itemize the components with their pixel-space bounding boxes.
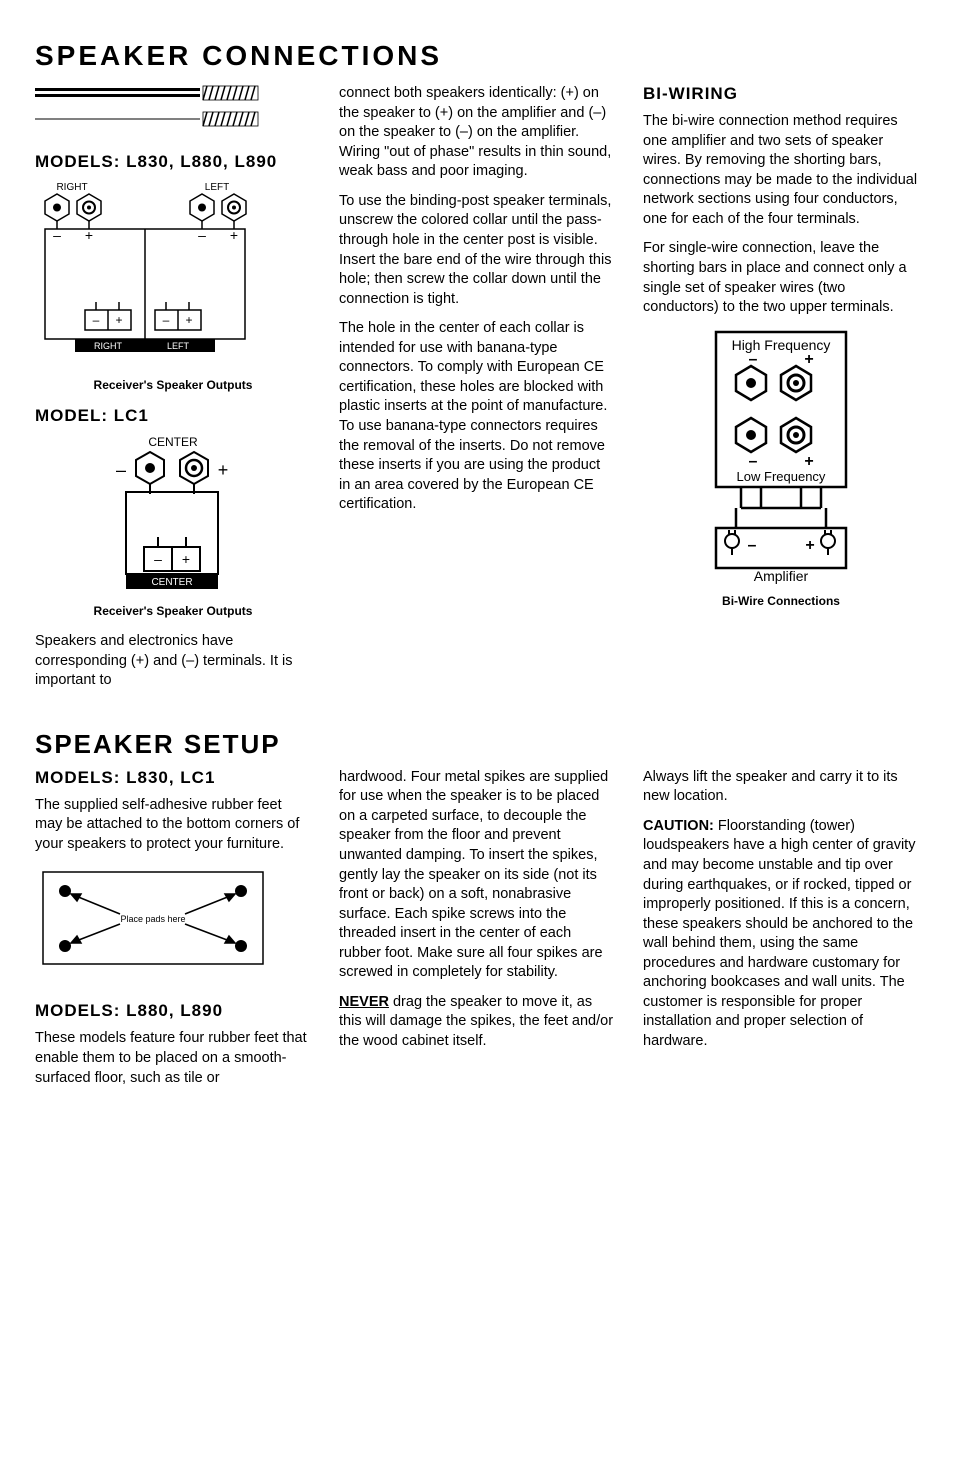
receivers-outputs-caption-1: Receiver's Speaker Outputs — [35, 378, 311, 392]
connections-col-2: connect both speakers identically: (+) o… — [339, 84, 615, 701]
receiver-lr-diagram: RIGHT LEFT – + — [35, 180, 275, 365]
svg-text:–: – — [116, 460, 126, 480]
svg-text:–: – — [93, 313, 100, 327]
never-label: NEVER — [339, 994, 389, 1010]
pads-diagram: Place pads here — [35, 864, 275, 974]
para-hardwood-spikes: hardwood. Four metal spikes are supplied… — [339, 768, 615, 983]
connections-col-1: MODELS: L830, L880, L890 RIGHT LEFT – + — [35, 84, 311, 701]
svg-text:+: + — [804, 351, 813, 368]
speaker-setup-heading: SPEAKER SETUP — [35, 729, 919, 760]
para-four-rubber-feet: These models feature four rubber feet th… — [35, 1029, 311, 1088]
biwiring-heading: BI-WIRING — [643, 84, 919, 104]
setup-columns: MODELS: L830, LC1 The supplied self-adhe… — [35, 768, 919, 1098]
para-connect-identically: connect both speakers identically: (+) o… — [339, 84, 615, 182]
connections-col-3: BI-WIRING The bi-wire connection method … — [643, 84, 919, 701]
para-biwire-method: The bi-wire connection method requires o… — [643, 112, 919, 229]
svg-text:–: – — [748, 537, 757, 554]
svg-text:+: + — [182, 551, 190, 567]
svg-text:+: + — [804, 453, 813, 470]
svg-text:Amplifier: Amplifier — [754, 568, 809, 584]
biwire-caption: Bi-Wire Connections — [643, 594, 919, 608]
para-single-wire: For single-wire connection, leave the sh… — [643, 239, 919, 317]
svg-text:LEFT: LEFT — [167, 341, 190, 351]
models-l880-l890-heading: MODELS: L880, L890 — [35, 1001, 311, 1021]
para-caution: CAUTION: Floorstanding (tower) loudspeak… — [643, 817, 919, 1052]
para-binding-post: To use the binding-post speaker terminal… — [339, 192, 615, 309]
svg-text:+: + — [218, 460, 229, 480]
svg-text:–: – — [154, 551, 162, 567]
svg-text:RIGHT: RIGHT — [94, 341, 123, 351]
center-diagram: CENTER – + – + CENTER — [88, 434, 258, 604]
models-l830-lc1-heading: MODELS: L830, LC1 — [35, 768, 311, 788]
model-lc1-heading: MODEL: LC1 — [35, 406, 311, 426]
svg-text:–: – — [163, 313, 170, 327]
setup-col-3: Always lift the speaker and carry it to … — [643, 768, 919, 1098]
svg-text:LEFT: LEFT — [205, 182, 229, 193]
setup-col-1: MODELS: L830, LC1 The supplied self-adhe… — [35, 768, 311, 1098]
svg-text:+: + — [185, 313, 192, 327]
para-always-lift: Always lift the speaker and carry it to … — [643, 768, 919, 807]
svg-text:RIGHT: RIGHT — [56, 182, 87, 193]
screw-diagram — [35, 84, 275, 139]
biwire-diagram: High Frequency – + – + Low Frequency — [686, 328, 876, 588]
models-l830-l880-l890-heading: MODELS: L830, L880, L890 — [35, 152, 311, 172]
svg-text:CENTER: CENTER — [151, 577, 192, 588]
para-rubber-feet: The supplied self-adhesive rubber feet m… — [35, 796, 311, 855]
connections-columns: MODELS: L830, L880, L890 RIGHT LEFT – + — [35, 84, 919, 701]
para-never-drag: NEVER drag the speaker to move it, as th… — [339, 993, 615, 1052]
svg-text:Place pads here: Place pads here — [120, 914, 185, 924]
svg-text:Low Frequency: Low Frequency — [737, 469, 826, 484]
setup-col-2: hardwood. Four metal spikes are supplied… — [339, 768, 615, 1098]
svg-text:+: + — [115, 313, 122, 327]
para-banana-connectors: The hole in the center of each collar is… — [339, 319, 615, 515]
speaker-connections-heading: SPEAKER CONNECTIONS — [35, 40, 919, 72]
svg-text:CENTER: CENTER — [148, 435, 198, 449]
caution-label: CAUTION: — [643, 818, 714, 834]
para-speakers-electronics: Speakers and electronics have correspond… — [35, 632, 311, 691]
svg-text:+: + — [805, 537, 814, 554]
svg-text:–: – — [749, 453, 758, 470]
caution-text: Floorstanding (tower) loudspeakers have … — [643, 818, 915, 1049]
receivers-outputs-caption-2: Receiver's Speaker Outputs — [35, 604, 311, 618]
svg-text:High Frequency: High Frequency — [732, 337, 831, 353]
